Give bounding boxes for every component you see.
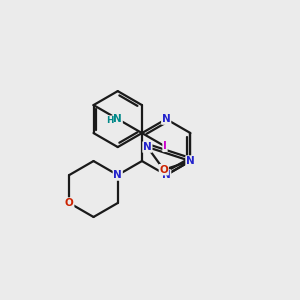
Text: N: N xyxy=(186,156,195,166)
Text: H: H xyxy=(106,116,113,125)
Text: N: N xyxy=(113,114,122,124)
Text: N: N xyxy=(162,170,171,180)
Text: N: N xyxy=(162,114,171,124)
Text: O: O xyxy=(159,165,168,175)
Text: N: N xyxy=(113,170,122,180)
Text: O: O xyxy=(65,198,74,208)
Text: I: I xyxy=(163,141,167,152)
Text: N: N xyxy=(143,142,152,152)
